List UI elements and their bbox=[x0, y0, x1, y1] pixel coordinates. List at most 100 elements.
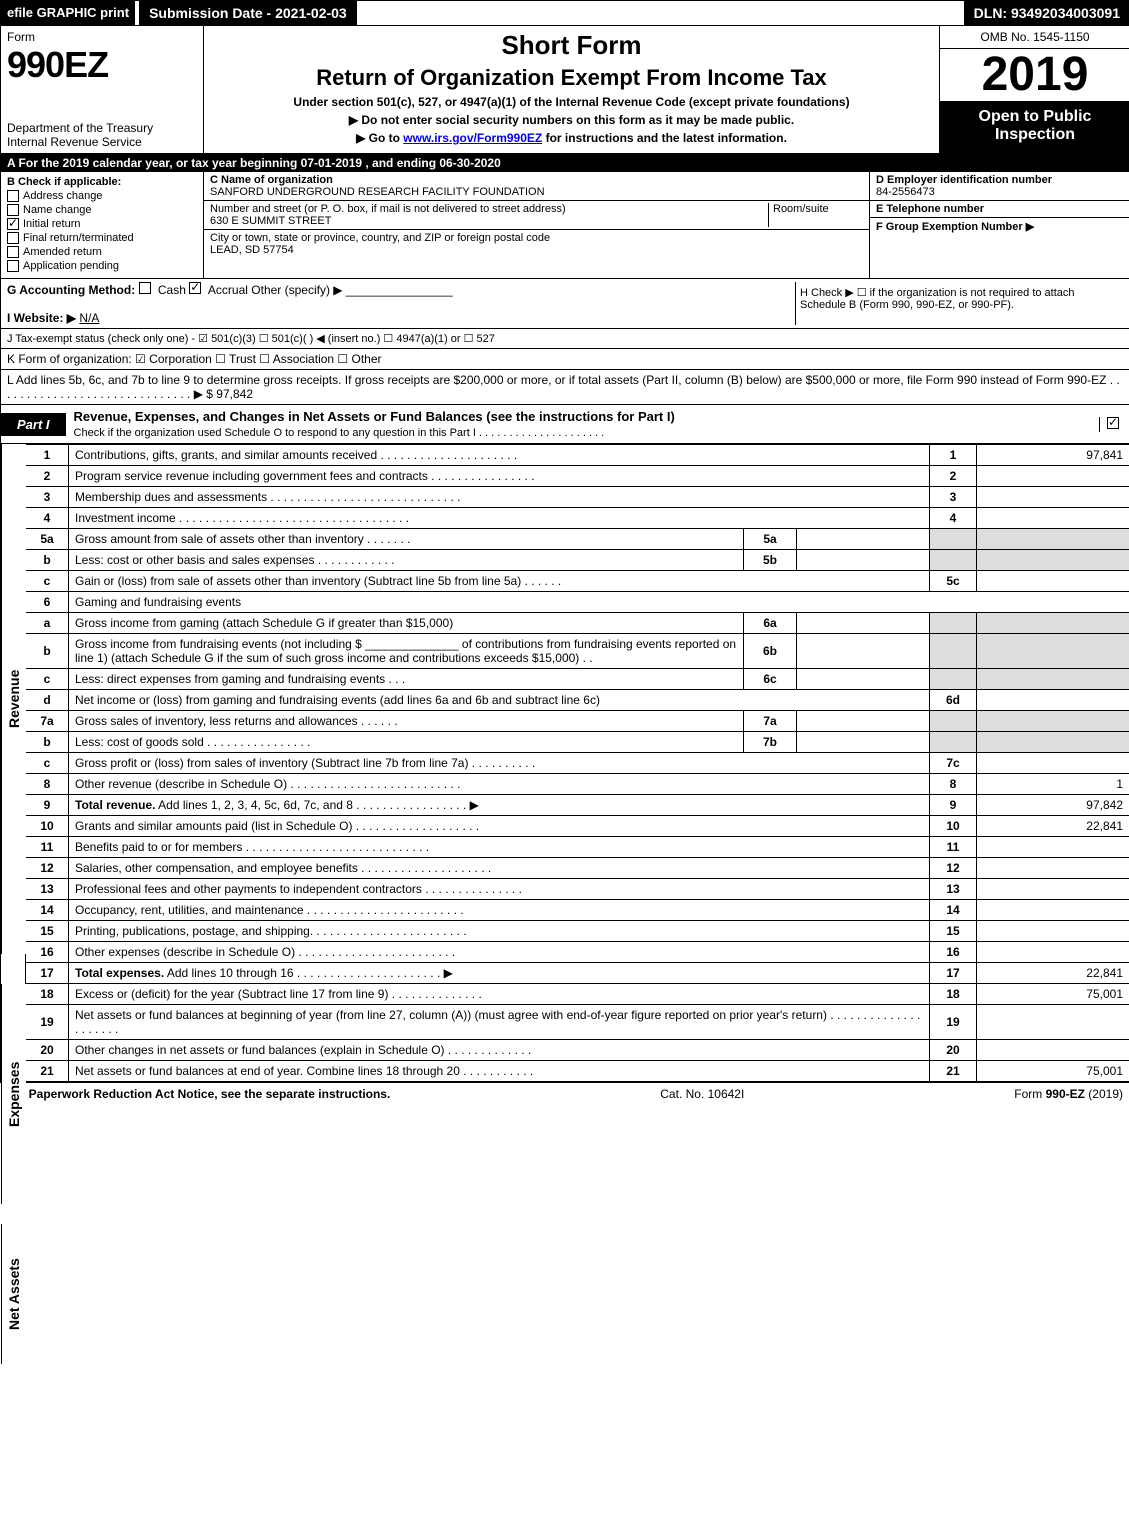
cash-checkbox[interactable] bbox=[139, 282, 151, 294]
line-number: 20 bbox=[26, 1040, 69, 1061]
omb-label: OMB No. 1545-1150 bbox=[940, 26, 1129, 49]
header-center: Short Form Return of Organization Exempt… bbox=[204, 26, 940, 153]
line-mid-value bbox=[797, 732, 930, 753]
table-row: 10Grants and similar amounts paid (list … bbox=[26, 816, 1129, 837]
line-amount-shaded bbox=[977, 529, 1129, 550]
table-row: 4Investment income . . . . . . . . . . .… bbox=[26, 508, 1129, 529]
street-value: 630 E SUMMIT STREET bbox=[210, 215, 331, 227]
line-col-number: 19 bbox=[930, 1005, 977, 1040]
dept-irs: Internal Revenue Service bbox=[7, 135, 197, 149]
line-amount bbox=[977, 858, 1129, 879]
line-number: 16 bbox=[26, 942, 69, 963]
line-number: 5a bbox=[26, 529, 69, 550]
line-amount-shaded bbox=[977, 732, 1129, 753]
line-number: 18 bbox=[26, 984, 69, 1005]
checkbox-name-change[interactable] bbox=[7, 204, 19, 216]
line-g-label: G Accounting Method: bbox=[7, 283, 135, 297]
line-amount-shaded bbox=[977, 613, 1129, 634]
line-col-number: 1 bbox=[930, 445, 977, 466]
table-row: aGross income from gaming (attach Schedu… bbox=[26, 613, 1129, 634]
table-row: 9Total revenue. Add lines 1, 2, 3, 4, 5c… bbox=[26, 795, 1129, 816]
ein-label: D Employer identification number bbox=[876, 174, 1052, 186]
top-bar-spacer bbox=[357, 1, 964, 25]
line-col-number: 12 bbox=[930, 858, 977, 879]
line-amount: 22,841 bbox=[977, 963, 1129, 984]
line-mid-number: 5b bbox=[744, 550, 797, 571]
lines-table: 1Contributions, gifts, grants, and simil… bbox=[25, 444, 1129, 1082]
checkbox-row-2: Initial return bbox=[7, 218, 197, 230]
line-description: Gross profit or (loss) from sales of inv… bbox=[69, 753, 930, 774]
line-description: Less: cost or other basis and sales expe… bbox=[69, 550, 744, 571]
line-number: 7a bbox=[26, 711, 69, 732]
efile-print-label[interactable]: efile GRAPHIC print bbox=[1, 1, 135, 25]
line-col-shaded bbox=[930, 732, 977, 753]
column-b-checkboxes: B Check if applicable: Address changeNam… bbox=[1, 172, 204, 278]
line-col-number: 3 bbox=[930, 487, 977, 508]
checkbox-address-change[interactable] bbox=[7, 190, 19, 202]
short-form-title: Short Form bbox=[212, 30, 931, 61]
line-col-number: 2 bbox=[930, 466, 977, 487]
line-number: 12 bbox=[26, 858, 69, 879]
group-exemption-label: F Group Exemption Number ▶ bbox=[876, 221, 1034, 233]
website-value: N/A bbox=[79, 311, 99, 325]
footer-center: Cat. No. 10642I bbox=[660, 1087, 744, 1101]
footer-left: For Paperwork Reduction Act Notice, see … bbox=[6, 1087, 390, 1101]
line-mid-value bbox=[797, 529, 930, 550]
line-number: d bbox=[26, 690, 69, 711]
checkbox-final-return-terminated[interactable] bbox=[7, 232, 19, 244]
checkbox-initial-return[interactable] bbox=[7, 218, 19, 230]
checkbox-amended-return[interactable] bbox=[7, 246, 19, 258]
expenses-vertical-label: Expenses bbox=[1, 984, 26, 1204]
form-label: Form bbox=[7, 30, 197, 44]
table-row: cGain or (loss) from sale of assets othe… bbox=[26, 571, 1129, 592]
line-description: Net assets or fund balances at end of ye… bbox=[69, 1061, 930, 1082]
checkbox-application-pending[interactable] bbox=[7, 260, 19, 272]
table-row: bGross income from fundraising events (n… bbox=[26, 634, 1129, 669]
checkbox-label: Address change bbox=[23, 190, 103, 202]
line-description: Membership dues and assessments . . . . … bbox=[69, 487, 930, 508]
line-number: 4 bbox=[26, 508, 69, 529]
goto-prefix: ▶ Go to bbox=[356, 131, 403, 145]
line-col-shaded bbox=[930, 711, 977, 732]
line-amount: 75,001 bbox=[977, 1061, 1129, 1082]
line-number: 19 bbox=[26, 1005, 69, 1040]
goto-suffix: for instructions and the latest informat… bbox=[542, 131, 787, 145]
info-grid: B Check if applicable: Address changeNam… bbox=[1, 172, 1129, 279]
line-amount-shaded bbox=[977, 550, 1129, 571]
line-number: c bbox=[26, 753, 69, 774]
line-col-number: 21 bbox=[930, 1061, 977, 1082]
goto-link[interactable]: www.irs.gov/Form990EZ bbox=[403, 131, 542, 145]
line-description: Gross sales of inventory, less returns a… bbox=[69, 711, 744, 732]
line-description: Gross amount from sale of assets other t… bbox=[69, 529, 744, 550]
line-col-number: 7c bbox=[930, 753, 977, 774]
submission-date-label: Submission Date - 2021-02-03 bbox=[135, 1, 357, 25]
open-public-label: Open to Public Inspection bbox=[940, 102, 1129, 153]
checkbox-label: Initial return bbox=[23, 218, 80, 230]
line-number: c bbox=[26, 669, 69, 690]
line-description: Gross income from fundraising events (no… bbox=[69, 634, 744, 669]
line-number: b bbox=[26, 634, 69, 669]
revenue-vertical-label: Revenue bbox=[1, 444, 26, 954]
table-row: 16Other expenses (describe in Schedule O… bbox=[26, 942, 1129, 963]
line-mid-number: 6a bbox=[744, 613, 797, 634]
line-description: Other changes in net assets or fund bala… bbox=[69, 1040, 930, 1061]
line-l-amount: $ 97,842 bbox=[206, 387, 253, 401]
checkbox-row-1: Name change bbox=[7, 204, 197, 216]
other-label: Other (specify) ▶ bbox=[251, 283, 342, 297]
checkbox-label: Name change bbox=[23, 204, 92, 216]
line-description: Professional fees and other payments to … bbox=[69, 879, 930, 900]
table-row: 13Professional fees and other payments t… bbox=[26, 879, 1129, 900]
city-value: LEAD, SD 57754 bbox=[210, 244, 294, 256]
schedule-o-checkbox[interactable] bbox=[1099, 417, 1129, 432]
cash-label: Cash bbox=[158, 283, 186, 297]
line-amount bbox=[977, 879, 1129, 900]
part-1-check-text: Check if the organization used Schedule … bbox=[74, 427, 605, 439]
line-description: Other expenses (describe in Schedule O) … bbox=[69, 942, 930, 963]
part-1-title-text: Revenue, Expenses, and Changes in Net As… bbox=[74, 409, 675, 424]
org-name: SANFORD UNDERGROUND RESEARCH FACILITY FO… bbox=[210, 186, 545, 198]
line-k: K Form of organization: ☑ Corporation ☐ … bbox=[1, 349, 1129, 370]
line-amount bbox=[977, 753, 1129, 774]
line-col-number: 9 bbox=[930, 795, 977, 816]
line-description: Benefits paid to or for members . . . . … bbox=[69, 837, 930, 858]
accrual-checkbox[interactable] bbox=[189, 282, 201, 294]
